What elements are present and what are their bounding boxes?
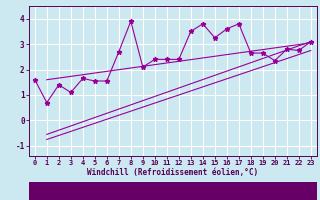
X-axis label: Windchill (Refroidissement éolien,°C): Windchill (Refroidissement éolien,°C)	[87, 168, 258, 177]
